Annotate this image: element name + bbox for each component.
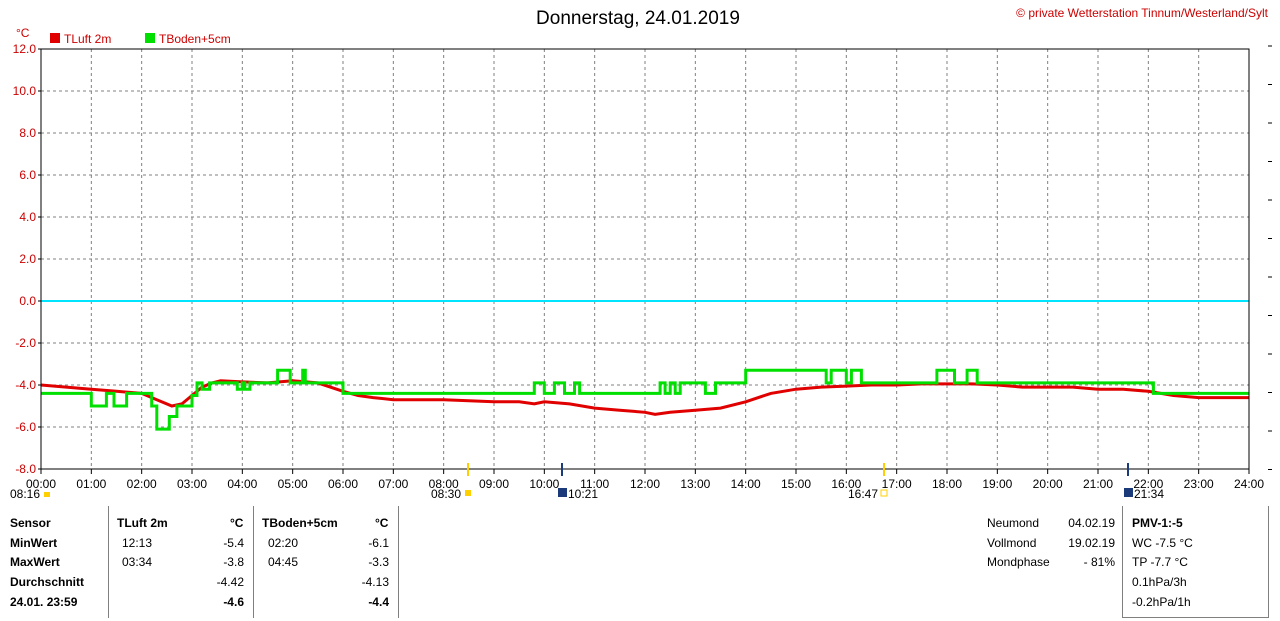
legend-label-tluft: TLuft 2m — [64, 32, 111, 46]
table-divider-2 — [253, 506, 254, 618]
pmv-windchill: WC -7.5 °C — [1132, 536, 1193, 550]
sunrise-time: 08:16 — [10, 487, 40, 501]
y-tick-label: 10.0 — [13, 84, 37, 98]
series-lines — [40, 368, 1249, 431]
y-tick-label: 6.0 — [19, 168, 36, 182]
x-tick-label: 15:00 — [781, 477, 811, 491]
x-tick-label: 18:00 — [932, 477, 962, 491]
stats-avg-value-1: -4.42 — [216, 575, 244, 589]
moon-label-new: Neumond — [987, 516, 1040, 530]
x-tick-label: 10:00 — [529, 477, 559, 491]
stats-label-avg: Durchschnitt — [10, 575, 85, 589]
y-tick-label: -8.0 — [15, 462, 36, 476]
moonset-time: 21:34 — [1134, 487, 1164, 501]
pmv-title: PMV-1:-5 — [1132, 516, 1183, 530]
stats-avg-value-2: -4.13 — [361, 575, 389, 589]
x-tick-label: 04:00 — [227, 477, 257, 491]
x-tick-label: 17:00 — [882, 477, 912, 491]
sun-moon-markers: 08:16 08:30 10:21 16:47 21:34 — [10, 463, 1164, 501]
stats-max-value-1: -3.8 — [223, 555, 244, 569]
x-tick-label: 12:00 — [630, 477, 660, 491]
sunset-time: 16:47 — [848, 487, 878, 501]
sunrise-marker — [44, 492, 50, 497]
table-divider-1 — [108, 506, 109, 618]
stats-header-unit2: °C — [375, 516, 389, 530]
y-tick-labels: 12.0 10.0 8.0 6.0 4.0 2.0 0.0 -2.0 -4.0 -6.0 -8.0 — [13, 42, 41, 476]
x-tick-label: 20:00 — [1033, 477, 1063, 491]
x-tick-label: 19:00 — [982, 477, 1012, 491]
stats-min-value-1: -5.4 — [223, 536, 244, 550]
copyright-text: © private Wetterstation Tinnum/Westerlan… — [1016, 6, 1269, 20]
x-tick-label: 11:00 — [580, 477, 609, 491]
moon-label-phase: Mondphase — [987, 555, 1050, 569]
grid-lines — [41, 49, 1249, 469]
stats-min-time-2: 02:20 — [268, 536, 299, 550]
moon-value-new: 04.02.19 — [1068, 516, 1115, 530]
moon-value-full: 19.02.19 — [1068, 536, 1115, 550]
x-tick-label: 16:00 — [831, 477, 861, 491]
y-axis-unit: °C — [16, 26, 30, 40]
legend-swatch-tboden — [145, 33, 155, 43]
table-divider-3 — [398, 506, 399, 618]
y-tick-label: 4.0 — [19, 210, 36, 224]
y-tick-label: -6.0 — [15, 420, 36, 434]
y-tick-label: -2.0 — [15, 336, 36, 350]
pmv-pressure-1h: -0.2hPa/1h — [1132, 595, 1191, 609]
x-tick-label: 22:00 — [1133, 477, 1163, 491]
stats-header-s1: TLuft 2m — [117, 516, 168, 530]
x-tick-label: 14:00 — [731, 477, 761, 491]
sunset-icon — [880, 489, 888, 497]
y-tick-label: 0.0 — [19, 294, 36, 308]
x-tick-label: 21:00 — [1083, 477, 1113, 491]
x-tick-label: 05:00 — [278, 477, 308, 491]
stats-max-time-1: 03:34 — [122, 555, 153, 569]
x-tick-label: 08:00 — [429, 477, 459, 491]
x-tick-label: 09:00 — [479, 477, 509, 491]
x-tick-label: 07:00 — [378, 477, 408, 491]
stats-header-unit1: °C — [230, 516, 244, 530]
table-divider-5 — [1268, 506, 1269, 618]
moonset-icon — [1124, 488, 1133, 497]
sunrise-mid-time: 08:30 — [431, 487, 461, 501]
stats-label-current: 24.01. 23:59 — [10, 595, 78, 609]
y-tick-label: 8.0 — [19, 126, 36, 140]
x-tick-label: 24:00 — [1234, 477, 1264, 491]
x-tick-label: 01:00 — [76, 477, 106, 491]
x-tick-label: 00:00 — [26, 477, 56, 491]
y-tick-label: 2.0 — [19, 252, 36, 266]
temperature-chart: Donnerstag, 24.01.2019 © private Wetters… — [10, 6, 1272, 501]
moon-icon — [558, 488, 567, 497]
stats-max-time-2: 04:45 — [268, 555, 299, 569]
x-tick-label: 13:00 — [680, 477, 710, 491]
x-tick-labels: 00:00 01:00 02:00 03:00 04:00 05:00 06:00 07:00… — [26, 469, 1264, 491]
moon-label-full: Vollmond — [987, 536, 1037, 550]
stats-label-min: MinWert — [10, 536, 58, 550]
stats-header-s2: TBoden+5cm — [262, 516, 338, 530]
moon-value-phase: - 81% — [1083, 555, 1115, 569]
stats-min-time-1: 12:13 — [122, 536, 153, 550]
stats-current-value-2: -4.4 — [368, 595, 389, 609]
pmv-pressure-3h: 0.1hPa/3h — [1132, 575, 1187, 589]
legend-label-tboden: TBoden+5cm — [159, 32, 231, 46]
stats-min-value-2: -6.1 — [368, 536, 389, 550]
y-tick-label: -4.0 — [15, 378, 36, 392]
series-line-tboden — [41, 368, 1249, 431]
moonrise-time: 10:21 — [568, 487, 598, 501]
table-bottom-line — [1122, 617, 1268, 618]
stats-label-max: MaxWert — [10, 555, 60, 569]
x-tick-label: 02:00 — [127, 477, 157, 491]
sun-icon — [465, 490, 471, 496]
stats-header-sensor: Sensor — [10, 516, 51, 530]
right-side-ticks — [1268, 45, 1272, 470]
x-tick-label: 23:00 — [1184, 477, 1214, 491]
legend-swatch-tluft — [50, 33, 60, 43]
stats-max-value-2: -3.3 — [368, 555, 389, 569]
chart-title: Donnerstag, 24.01.2019 — [536, 8, 740, 29]
x-tick-label: 03:00 — [177, 477, 207, 491]
table-divider-4 — [1122, 506, 1123, 618]
x-tick-label: 06:00 — [328, 477, 358, 491]
pmv-dewpoint: TP -7.7 °C — [1132, 555, 1188, 569]
y-tick-label: 12.0 — [13, 42, 37, 56]
stats-current-value-1: -4.6 — [223, 595, 244, 609]
